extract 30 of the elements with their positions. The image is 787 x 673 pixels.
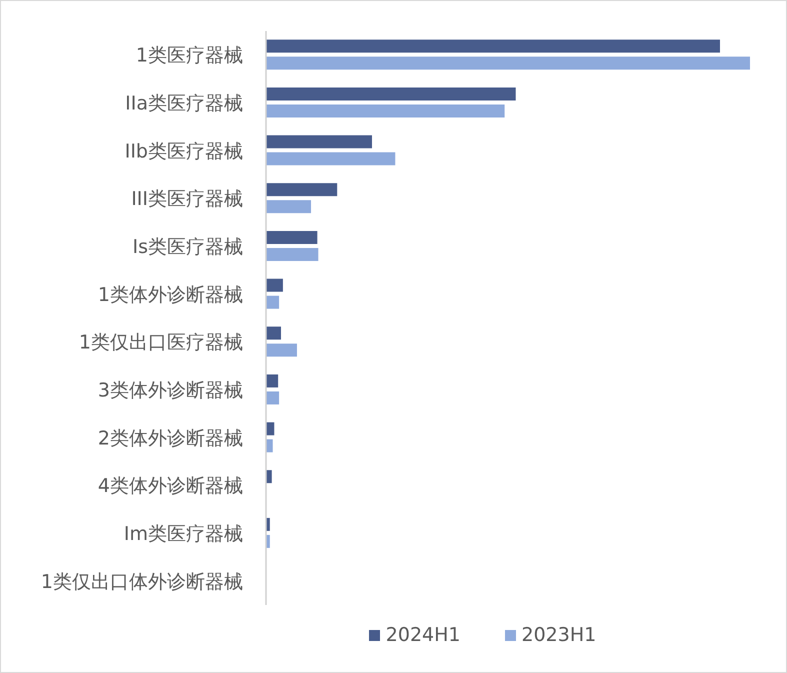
legend-label: 2023H1: [522, 624, 596, 646]
bar: [266, 87, 516, 100]
bar: [266, 344, 297, 357]
y-tick-label: 4类体外诊断器械: [98, 475, 243, 498]
y-tick-label: 1类仅出口体外诊断器械: [40, 570, 243, 593]
legend-label: 2024H1: [386, 624, 460, 646]
bar: [266, 135, 372, 148]
bar: [266, 326, 282, 340]
y-tick-label: Is类医疗器械: [132, 236, 243, 258]
bar: [266, 56, 750, 70]
bar: [266, 278, 283, 292]
bar: [266, 296, 280, 309]
y-tick-label: 2类体外诊断器械: [98, 427, 243, 450]
y-tick-label: IIb类医疗器械: [124, 140, 243, 162]
y-tick-label: 1类体外诊断器械: [98, 284, 243, 306]
y-tick-label: Im类医疗器械: [124, 522, 243, 545]
y-tick-label: 1类医疗器械: [136, 44, 243, 67]
bar: [266, 152, 396, 166]
y-tick-label: 1类仅出口医疗器械: [78, 332, 243, 354]
y-tick-label: 3类体外诊断器械: [98, 379, 243, 402]
y-tick-label: IIa类医疗器械: [125, 92, 243, 114]
bar: [266, 200, 312, 214]
bar: [266, 391, 280, 404]
bar: [266, 374, 278, 388]
bar: [266, 183, 338, 196]
bar: [266, 104, 505, 118]
y-tick-label: III类医疗器械: [131, 188, 243, 210]
bar: [266, 40, 720, 53]
bar: [266, 230, 318, 244]
bar: [266, 248, 318, 261]
